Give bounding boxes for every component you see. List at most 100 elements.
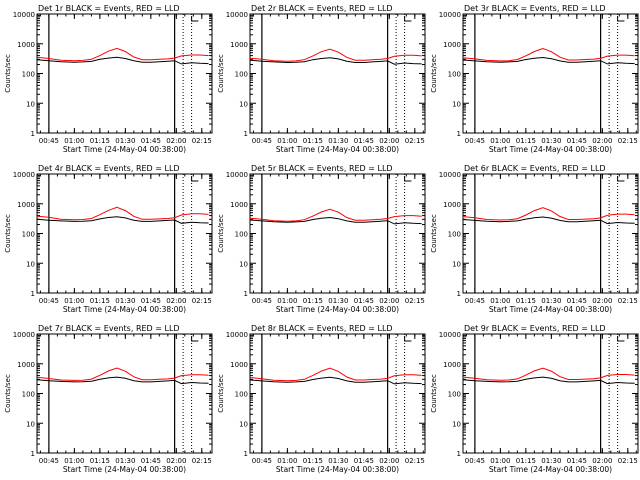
x-tick-label: 01:30 <box>115 137 135 145</box>
flag-mark <box>404 176 412 182</box>
panel-title: Det 5r BLACK = Events, RED = LLD <box>251 164 393 173</box>
chart-panel-5: Det 5r BLACK = Events, RED = LLD 1 10 100 10… <box>217 164 426 314</box>
x-tick-label: 01:45 <box>354 457 374 465</box>
x-tick-label: 01:00 <box>277 137 297 145</box>
x-axis-label: Start Time (24-May-04 00:38:00) <box>489 465 612 474</box>
x-tick-label: 01:00 <box>64 137 84 145</box>
series-line-lld <box>36 47 209 62</box>
x-tick-label: 01:00 <box>277 297 297 305</box>
x-tick-label: 01:45 <box>141 297 161 305</box>
x-tick-label: 02:15 <box>618 137 638 145</box>
y-axis-label: Counts/sec <box>4 374 12 413</box>
x-tick-label: 02:00 <box>166 137 186 145</box>
y-axis-label: Counts/sec <box>4 54 12 93</box>
y-axis-label: Counts/sec <box>430 374 438 413</box>
y-tick-label: 10 <box>26 420 35 428</box>
x-tick-label: 02:15 <box>192 137 212 145</box>
x-tick-label: 01:30 <box>541 137 561 145</box>
x-tick-label: 02:00 <box>379 457 399 465</box>
y-tick-label: 1 <box>457 130 461 138</box>
series-line-lld <box>462 207 635 221</box>
x-axis-label: Start Time (24-May-04 00:38:00) <box>276 465 399 474</box>
y-tick-label: 1 <box>31 290 35 298</box>
plot-frame <box>249 173 426 294</box>
x-tick-label: 02:00 <box>166 457 186 465</box>
y-tick-label: 100 <box>235 71 248 79</box>
series-line-lld <box>462 47 635 62</box>
x-tick-label: 01:30 <box>541 457 561 465</box>
chart-panel-7: Det 7r BLACK = Events, RED = LLD 1 10 100 10… <box>4 324 213 474</box>
x-tick-label: 01:30 <box>328 297 348 305</box>
x-tick-label: 01:30 <box>328 137 348 145</box>
x-tick-label: 02:00 <box>592 297 612 305</box>
series-line-lld <box>36 206 209 221</box>
x-axis-label: Start Time (24-May-04 00:38:00) <box>276 305 399 314</box>
x-tick-label: 01:00 <box>277 457 297 465</box>
series-line-lld <box>249 48 422 62</box>
series-line-events <box>249 376 422 385</box>
x-tick-label: 01:30 <box>541 297 561 305</box>
plot-frame <box>36 333 213 454</box>
y-tick-label: 1000 <box>230 201 248 209</box>
x-tick-label: 02:00 <box>166 297 186 305</box>
series-line-lld <box>36 367 209 381</box>
y-axis-label: Counts/sec <box>430 54 438 93</box>
x-tick-label: 01:15 <box>516 137 536 145</box>
y-tick-label: 10 <box>239 420 248 428</box>
y-tick-label: 10 <box>239 100 248 108</box>
x-tick-label: 00:45 <box>465 297 485 305</box>
panel-title: Det 3r BLACK = Events, RED = LLD <box>464 4 606 13</box>
series-line-events <box>36 56 209 65</box>
x-axis-label: Start Time (24-May-04 00:38:00) <box>63 145 186 154</box>
y-tick-label: 100 <box>22 391 35 399</box>
panel-title: Det 8r BLACK = Events, RED = LLD <box>251 324 393 333</box>
y-tick-label: 10000 <box>13 331 35 339</box>
y-tick-label: 1 <box>244 450 248 458</box>
x-tick-label: 01:00 <box>64 457 84 465</box>
y-tick-label: 10000 <box>226 11 248 19</box>
x-tick-label: 01:30 <box>328 457 348 465</box>
y-tick-label: 10000 <box>13 11 35 19</box>
y-tick-label: 10000 <box>439 11 461 19</box>
x-tick-label: 00:45 <box>39 457 59 465</box>
x-axis-label: Start Time (24-May-04 00:38:00) <box>276 145 399 154</box>
x-tick-label: 01:00 <box>490 137 510 145</box>
y-tick-label: 1 <box>457 290 461 298</box>
y-tick-label: 100 <box>235 231 248 239</box>
x-tick-label: 02:00 <box>379 297 399 305</box>
y-tick-label: 10000 <box>226 331 248 339</box>
y-tick-label: 10000 <box>226 171 248 179</box>
y-tick-label: 1000 <box>230 361 248 369</box>
y-tick-label: 1 <box>31 130 35 138</box>
panel-title: Det 2r BLACK = Events, RED = LLD <box>251 4 393 13</box>
y-tick-label: 10 <box>452 420 461 428</box>
x-tick-label: 02:15 <box>618 457 638 465</box>
series-line-lld <box>249 367 422 382</box>
y-tick-label: 1000 <box>17 41 35 49</box>
panel-title: Det 4r BLACK = Events, RED = LLD <box>38 164 180 173</box>
x-tick-label: 01:15 <box>516 457 536 465</box>
y-tick-label: 10 <box>452 260 461 268</box>
series-line-lld <box>462 367 635 381</box>
x-tick-label: 02:15 <box>405 137 425 145</box>
y-tick-label: 100 <box>448 71 461 79</box>
x-tick-label: 00:45 <box>252 297 272 305</box>
x-tick-label: 01:15 <box>303 457 323 465</box>
panel-title: Det 9r BLACK = Events, RED = LLD <box>464 324 606 333</box>
flag-mark <box>617 336 625 342</box>
y-tick-label: 100 <box>448 391 461 399</box>
panel-title: Det 7r BLACK = Events, RED = LLD <box>38 324 180 333</box>
y-tick-label: 100 <box>448 231 461 239</box>
chart-panel-9: Det 9r BLACK = Events, RED = LLD 1 10 100 10… <box>430 324 639 474</box>
x-tick-label: 01:15 <box>90 137 110 145</box>
x-tick-label: 01:45 <box>354 137 374 145</box>
y-tick-label: 10000 <box>439 171 461 179</box>
x-tick-label: 01:15 <box>90 457 110 465</box>
y-tick-label: 10 <box>239 260 248 268</box>
y-axis-label: Counts/sec <box>217 54 225 93</box>
x-axis-label: Start Time (24-May-04 00:38:00) <box>63 305 186 314</box>
panel-title: Det 6r BLACK = Events, RED = LLD <box>464 164 606 173</box>
x-tick-label: 01:45 <box>567 297 587 305</box>
x-tick-label: 01:00 <box>64 297 84 305</box>
chart-panel-4: Det 4r BLACK = Events, RED = LLD 1 10 100 10… <box>4 164 213 314</box>
